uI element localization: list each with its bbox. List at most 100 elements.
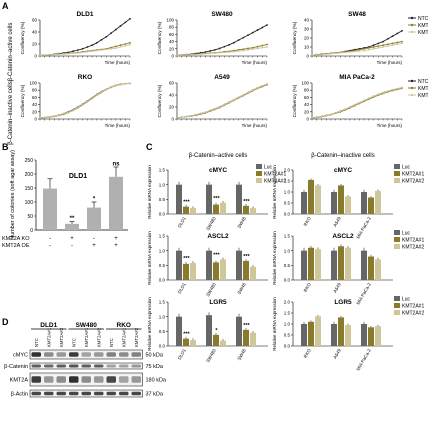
expression-chart: LGR5 0.0 0.5 1.0 1.5 Relative mRNA expression…: [147, 297, 268, 364]
y-axis-label: Number of colonies (soft agar assay): [10, 150, 16, 240]
data-point: [204, 51, 207, 53]
cell-line-label: DLD1: [40, 322, 57, 329]
significance-label: ***: [183, 256, 190, 262]
data-point: [176, 116, 178, 119]
y-tick-label: 80: [169, 25, 175, 30]
data-point: [72, 50, 75, 53]
data-point: [53, 53, 56, 56]
data-point: [367, 48, 370, 51]
legend-entry: KMT2A#2: [264, 179, 286, 185]
data-point: [266, 83, 268, 86]
data-point: [213, 52, 216, 55]
protein-band: [119, 352, 129, 357]
data-point: [223, 45, 226, 48]
data-point: [377, 45, 380, 47]
bar: [368, 327, 374, 346]
data-point: [382, 44, 384, 47]
growth-chart: SW48 0 10 20 30 40 Confluency (%) Time (hours): [292, 11, 403, 65]
protein-band: [81, 364, 91, 368]
data-point: [95, 49, 98, 52]
y-tick-label: 1.0: [159, 182, 166, 187]
protein-label: cMYC: [13, 353, 28, 359]
data-point: [228, 51, 231, 53]
data-point: [396, 41, 399, 44]
data-point: [213, 107, 216, 110]
protein-band: [81, 376, 91, 383]
legend-entry: KMT2A#2: [402, 179, 424, 185]
legend-swatch: [394, 310, 400, 315]
y-tick-label: 20: [304, 109, 310, 114]
protein-band: [119, 376, 129, 383]
y-tick-label: 60: [32, 18, 38, 23]
y-tick-label: 40: [304, 18, 310, 23]
lane-label: KMT2A#2: [134, 327, 139, 347]
y-tick-label: 80: [32, 88, 38, 93]
data-point: [391, 42, 394, 45]
y-tick-label: 0.0: [284, 278, 291, 283]
protein-band: [94, 391, 104, 396]
data-point: [367, 47, 370, 49]
protein-band: [69, 364, 79, 368]
chart-title: ASCL2: [332, 233, 354, 240]
cell-line-label: SW480: [76, 322, 98, 329]
data-point: [353, 50, 356, 53]
data-point: [86, 50, 89, 53]
chart-title: MIA PaCa-2: [339, 74, 375, 81]
data-point: [266, 43, 268, 46]
data-point: [251, 46, 254, 49]
data-point: [209, 50, 212, 52]
data-point: [48, 53, 51, 56]
data-point: [185, 115, 188, 118]
x-tick-label: SW480: [205, 348, 217, 364]
data-point: [199, 53, 202, 56]
condition-mark: -: [49, 236, 51, 242]
panel-a: Aβ-Catenin–active cellsβ-Catenin–inactiv…: [2, 1, 428, 145]
data-point: [81, 51, 84, 54]
y-tick-label: 50: [27, 214, 33, 220]
condition-mark: -: [93, 236, 95, 242]
y-axis-label: Relative mRNA expression: [272, 165, 277, 219]
y-tick-label: 10: [304, 45, 310, 50]
data-point: [363, 47, 366, 50]
data-point: [180, 116, 183, 119]
bar: [250, 266, 256, 280]
chart-title: RKO: [78, 74, 92, 81]
data-point: [119, 46, 122, 48]
data-point: [242, 48, 245, 51]
data-point: [382, 91, 384, 94]
significance-label: **: [70, 216, 75, 222]
lane-label: KMT2A#2: [96, 327, 101, 347]
data-point: [251, 89, 254, 92]
significance-label: ***: [183, 332, 190, 338]
row-label: β-Catenin–inactive cells: [8, 81, 14, 144]
lane-label: NTC: [71, 338, 76, 347]
data-point: [334, 111, 337, 114]
bar: [368, 256, 374, 280]
y-tick-label: 20: [304, 36, 310, 41]
data-point: [76, 106, 79, 109]
y-tick-label: 1.0: [159, 248, 166, 253]
series-line: [39, 18, 131, 56]
legend-swatch: [394, 178, 400, 183]
legend-swatch: [394, 230, 400, 235]
data-point: [129, 82, 131, 85]
data-point: [100, 91, 103, 93]
data-point: [247, 34, 249, 37]
condition-mark: -: [71, 243, 73, 249]
y-tick-label: 80: [304, 88, 310, 93]
panel-c: Cβ-Catenin–active cells β-Catenin–inactiv…: [146, 142, 424, 372]
lane-label: NTC: [34, 338, 39, 347]
data-point: [180, 54, 183, 56]
data-point: [129, 17, 131, 20]
bar: [236, 184, 242, 214]
data-point: [256, 29, 259, 31]
data-point: [242, 36, 245, 39]
data-point: [261, 85, 264, 87]
y-tick-label: 0: [306, 54, 309, 59]
x-axis-label: Time (hours): [105, 123, 131, 128]
data-point: [266, 46, 268, 48]
series-line: [176, 83, 268, 119]
y-tick-label: 0.0: [284, 212, 291, 217]
data-point: [242, 94, 245, 96]
